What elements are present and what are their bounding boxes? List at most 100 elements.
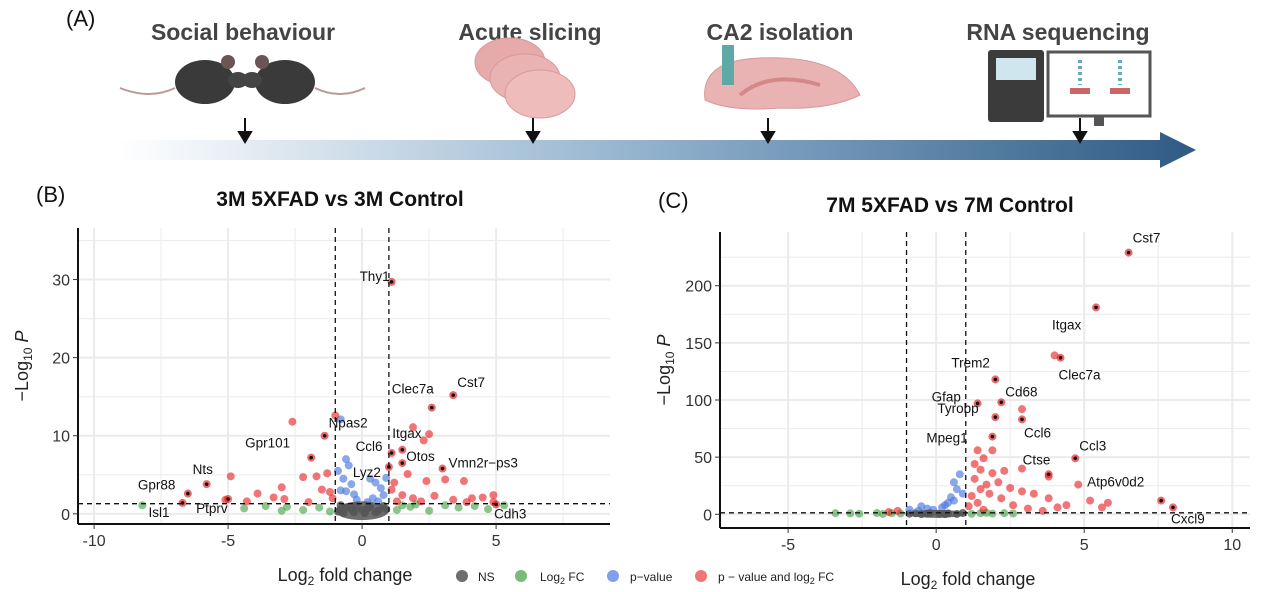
point-both — [398, 491, 407, 500]
point-both — [269, 493, 278, 502]
y-tick-label: 10 — [52, 429, 70, 446]
label-anchor — [309, 455, 313, 460]
label-anchor — [1058, 355, 1063, 360]
point-both — [1000, 466, 1009, 475]
point-both — [884, 508, 893, 516]
label-anchor — [400, 448, 405, 452]
panel-label: (B) — [36, 182, 65, 207]
legend-dot-both — [695, 570, 707, 582]
label-anchor — [186, 491, 190, 496]
point-both — [1038, 506, 1047, 515]
point-both — [288, 417, 297, 426]
point-both — [317, 485, 326, 494]
label-anchor — [389, 451, 394, 455]
point-both — [280, 495, 289, 504]
point-both — [973, 446, 982, 455]
gene-label: Isl1 — [149, 505, 170, 520]
x-tick-label: -5 — [221, 533, 235, 550]
point-pvalue — [955, 470, 964, 479]
point-pvalue — [339, 474, 348, 483]
gene-label: Cst7 — [457, 375, 485, 390]
x-tick-label: 10 — [1223, 537, 1241, 554]
point-both — [325, 487, 334, 496]
chart-title: 7M 5XFAD vs 7M Control — [826, 194, 1073, 217]
label-anchor — [451, 393, 456, 397]
y-tick-label: 0 — [61, 507, 70, 524]
point-both — [1044, 494, 1053, 503]
panel-label: (C) — [658, 188, 689, 213]
point-both — [1097, 503, 1106, 512]
label-anchor — [429, 405, 434, 410]
label-anchor — [999, 400, 1004, 405]
point-both — [979, 454, 988, 463]
point-both — [328, 494, 337, 503]
gene-label: Atp6v0d2 — [1087, 475, 1144, 490]
point-both — [467, 494, 476, 503]
chart-title: 3M 5XFAD vs 3M Control — [216, 188, 463, 211]
point-pvalue — [371, 478, 380, 487]
gene-label: Trem2 — [951, 355, 990, 370]
label-anchor — [1020, 417, 1024, 422]
label-anchor — [990, 434, 995, 439]
label-anchor — [389, 280, 394, 284]
point-log2fc — [1000, 509, 1009, 518]
point-both — [970, 460, 979, 468]
label-anchor — [1046, 472, 1051, 477]
gene-label: Ccl6 — [356, 439, 383, 454]
point-pvalue — [333, 466, 342, 475]
mice-illustration — [119, 55, 366, 104]
point-both — [312, 472, 321, 481]
gene-label: Mpeg1 — [926, 431, 967, 446]
gene-label: Otos — [406, 449, 435, 464]
point-both — [1029, 489, 1038, 498]
point-both — [964, 502, 973, 511]
point-log2fc — [277, 506, 286, 515]
point-both — [985, 489, 994, 498]
y-tick-label: 20 — [52, 351, 70, 368]
point-log2fc — [138, 501, 147, 510]
point-log2fc — [441, 501, 450, 510]
point-both — [409, 423, 418, 432]
label-anchor — [1159, 498, 1163, 503]
x-axis-label: Log2 fold change — [901, 569, 1036, 592]
point-both — [1009, 501, 1018, 510]
point-pvalue — [941, 501, 950, 510]
point-log2fc — [988, 509, 997, 518]
gene-label: Npas2 — [329, 416, 368, 431]
x-tick-label: 0 — [358, 533, 367, 550]
gene-label: Clec7a — [392, 382, 435, 397]
label-anchor — [993, 415, 998, 419]
legend-dot-pvalue — [607, 570, 619, 582]
gene-label: Ccl3 — [1079, 438, 1106, 453]
point-both — [1018, 405, 1027, 414]
point-both — [304, 498, 313, 507]
x-tick-label: -5 — [781, 537, 795, 554]
point-both — [409, 494, 418, 503]
point-both — [253, 489, 262, 498]
point-both — [299, 473, 308, 482]
label-anchor — [204, 482, 209, 486]
point-both — [1023, 504, 1032, 513]
point-both — [390, 478, 399, 487]
step-social-behaviour: Social behaviour — [151, 19, 335, 45]
point-both — [982, 480, 991, 489]
y-axis-label: −Log10 P — [12, 331, 35, 402]
point-both — [449, 495, 458, 504]
y-tick-label: 50 — [694, 450, 712, 467]
point-both — [994, 478, 1003, 487]
point-pvalue — [958, 489, 967, 498]
gene-label: Cst7 — [1133, 231, 1161, 246]
y-tick-label: 0 — [703, 507, 712, 524]
point-both — [387, 485, 396, 494]
gene-label: Ccl6 — [1024, 425, 1051, 440]
point-log2fc — [325, 507, 334, 516]
label-anchor — [1126, 250, 1131, 255]
point-log2fc — [831, 509, 840, 518]
legend-label-both: p − value and log2 FC — [718, 570, 834, 586]
legend-label-log2fc: Log2 FC — [540, 570, 585, 586]
x-tick-label: 5 — [1080, 537, 1089, 554]
point-log2fc — [425, 506, 434, 515]
step-rna-sequencing: RNA sequencing — [966, 19, 1149, 45]
label-anchor — [226, 497, 230, 501]
point-pvalue — [949, 496, 958, 505]
